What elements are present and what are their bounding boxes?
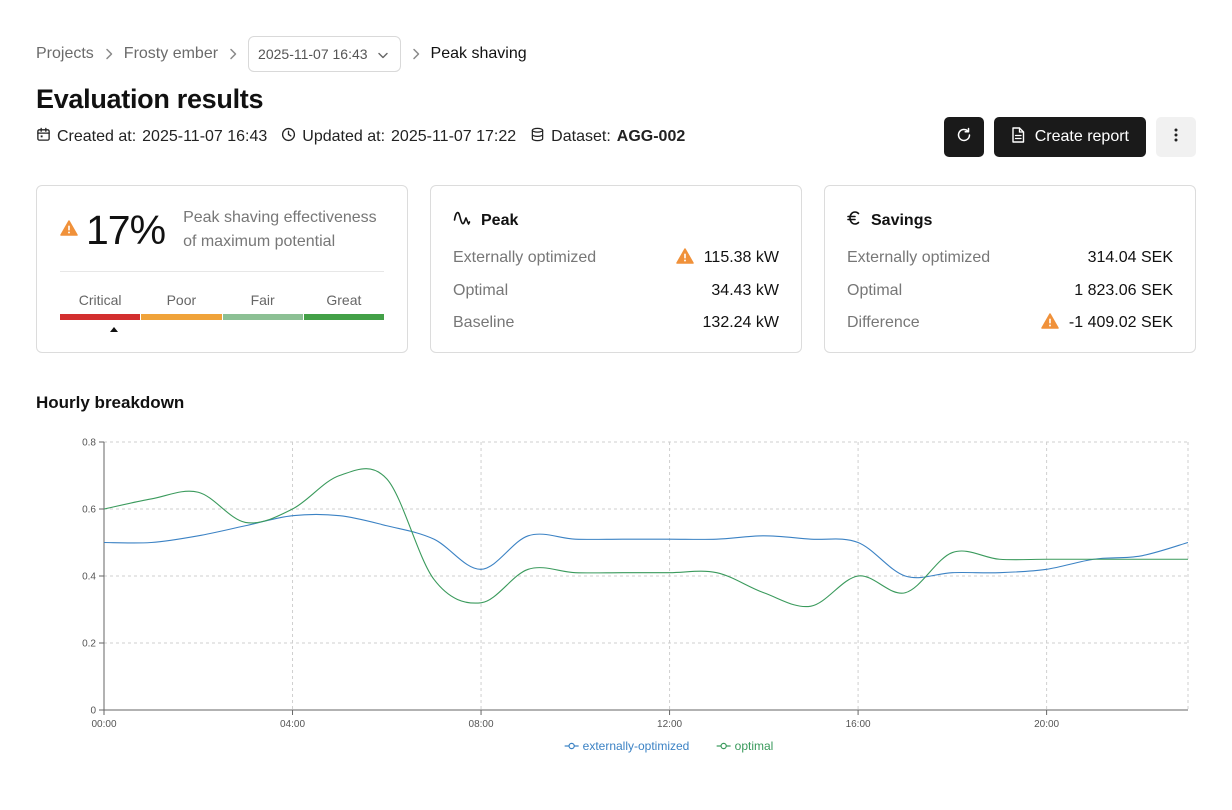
clock-icon	[281, 127, 296, 147]
row-label: Difference	[847, 314, 920, 332]
savings-card: Savings Externally optimized 314.04 SEK …	[824, 185, 1196, 353]
row-value: 1 823.06 SEK	[1074, 281, 1173, 299]
meta-row: Created at: 2025-11-07 16:43 Updated at:…	[36, 126, 699, 148]
dataset: Dataset: AGG-002	[530, 127, 685, 147]
database-icon	[530, 127, 545, 147]
scale-marker	[110, 327, 118, 332]
refresh-button[interactable]	[943, 117, 984, 157]
breadcrumb-projects-link[interactable]: Projects	[36, 45, 94, 62]
x-tick-label: 12:00	[657, 719, 682, 730]
chevron-right-icon	[401, 48, 431, 60]
euro-icon	[847, 210, 861, 231]
page-title: Evaluation results	[36, 84, 264, 114]
x-tick-label: 00:00	[91, 719, 116, 730]
legend-label: externally-optimized	[583, 739, 690, 753]
series-line-optimal	[103, 468, 1188, 608]
scale-label: Critical	[78, 292, 122, 308]
refresh-icon	[956, 127, 972, 148]
row-label: Externally optimized	[847, 249, 991, 267]
savings-title: Savings	[871, 211, 933, 229]
x-tick-label: 20:00	[1034, 719, 1059, 730]
savings-row-external: Externally optimized 314.04 SEK	[847, 242, 1173, 275]
chevron-down-icon	[377, 46, 388, 62]
row-label: Optimal	[847, 281, 903, 299]
created-value: 2025-11-07 16:43	[142, 128, 268, 145]
y-tick-label: 0.4	[82, 572, 96, 583]
peak-row-optimal: Optimal 34.43 kW	[453, 275, 779, 308]
row-value: 34.43 kW	[711, 281, 779, 299]
scale-segment-critical: Critical	[60, 292, 141, 320]
chart-title: Hourly breakdown	[36, 393, 185, 412]
warning-icon	[60, 219, 78, 241]
breadcrumb-current: Peak shaving	[430, 45, 527, 62]
scale-bar	[303, 314, 384, 320]
run-select-value: 2025-11-07 16:43	[258, 46, 368, 62]
created-at: Created at: 2025-11-07 16:43	[36, 127, 267, 147]
scale-label: Poor	[166, 292, 197, 308]
warning-icon	[675, 248, 694, 269]
warning-icon	[1041, 313, 1059, 334]
peak-rows: Externally optimized 115.38 kW Optimal 3…	[453, 242, 779, 340]
row-value: -1 409.02 SEK	[1068, 314, 1173, 332]
effectiveness-percent: 17%	[86, 207, 166, 253]
row-label: Baseline	[453, 314, 515, 332]
dataset-value[interactable]: AGG-002	[616, 128, 686, 145]
row-label: Optimal	[453, 281, 509, 299]
effectiveness-card: 17% Peak shaving effectiveness of maximu…	[36, 185, 408, 353]
legend-swatch-dot	[720, 742, 727, 750]
updated-value: 2025-11-07 17:22	[391, 128, 517, 145]
savings-rows: Externally optimized 314.04 SEK Optimal …	[847, 242, 1173, 340]
create-report-label: Create report	[1034, 128, 1129, 145]
savings-row-optimal: Optimal 1 823.06 SEK	[847, 275, 1173, 308]
header-actions: Create report	[943, 117, 1196, 157]
create-report-button[interactable]: Create report	[993, 117, 1146, 157]
calendar-icon	[36, 127, 51, 147]
created-label: Created at:	[57, 128, 137, 145]
x-tick-label: 04:00	[280, 719, 305, 730]
y-tick-label: 0.2	[82, 639, 96, 650]
row-value: 314.04 SEK	[1087, 249, 1173, 267]
row-value: 115.38 kW	[703, 249, 779, 267]
row-value: 132.24 kW	[702, 314, 779, 332]
scale-bar	[222, 314, 303, 320]
series-line-externally-optimized	[103, 513, 1189, 579]
legend-swatch-dot	[568, 742, 575, 750]
file-text-icon	[1011, 126, 1025, 148]
more-vertical-icon	[1174, 127, 1178, 148]
updated-label: Updated at:	[302, 128, 386, 145]
x-tick-label: 16:00	[846, 719, 871, 730]
scale-segment-fair: Fair	[222, 292, 303, 320]
y-tick-label: 0.6	[82, 505, 96, 516]
row-label: Externally optimized	[453, 249, 597, 267]
chevron-right-icon	[218, 48, 248, 60]
divider	[60, 271, 384, 272]
y-tick-label: 0	[90, 706, 96, 717]
scale-segment-great: Great	[303, 292, 384, 320]
scale-bar	[60, 314, 141, 320]
run-select[interactable]: 2025-11-07 16:43	[248, 36, 401, 72]
peak-row-external: Externally optimized 115.38 kW	[453, 242, 779, 275]
effectiveness-description: Peak shaving effectiveness of maximum po…	[183, 209, 377, 250]
hourly-breakdown-chart: 0 0.2 0.4 0.6 0.8 00:00 04:00 08:00 12:00 16:00 20…	[82, 438, 1189, 753]
effectiveness-scale: Critical Poor Fair Great	[60, 292, 384, 332]
activity-wave-icon	[453, 210, 471, 231]
x-tick-label: 08:00	[469, 719, 494, 730]
breadcrumb: Projects Frosty ember 2025-11-07 16:43 P…	[36, 36, 527, 72]
legend-label: optimal	[735, 739, 774, 753]
updated-at: Updated at: 2025-11-07 17:22	[281, 127, 516, 147]
more-options-button[interactable]	[1156, 117, 1196, 157]
peak-title: Peak	[481, 211, 519, 229]
breadcrumb-project-link[interactable]: Frosty ember	[123, 45, 219, 62]
scale-bar	[141, 314, 222, 320]
peak-row-baseline: Baseline 132.24 kW	[453, 307, 779, 340]
dataset-label: Dataset:	[551, 128, 611, 145]
scale-label: Great	[326, 292, 362, 308]
peak-card: Peak Externally optimized 115.38 kW Opti…	[430, 185, 802, 353]
scale-segment-poor: Poor	[141, 292, 222, 320]
scale-label: Fair	[250, 292, 275, 308]
savings-row-difference: Difference -1 409.02 SEK	[847, 307, 1173, 340]
chevron-right-icon	[94, 48, 124, 60]
y-tick-label: 0.8	[82, 438, 96, 449]
